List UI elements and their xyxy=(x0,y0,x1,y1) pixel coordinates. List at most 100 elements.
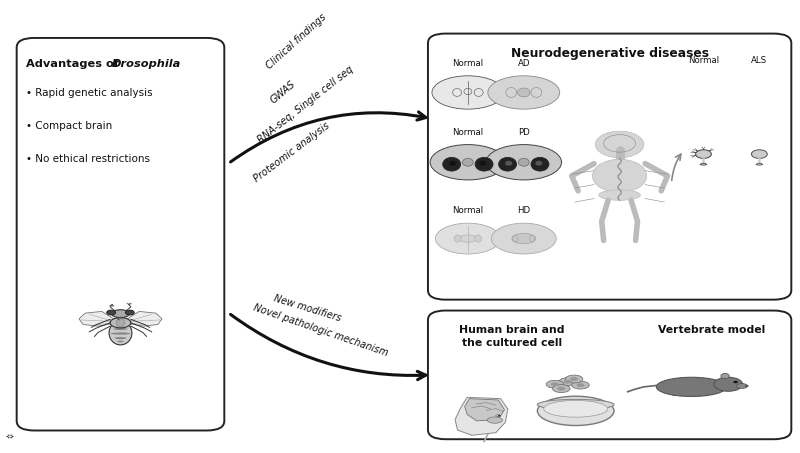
Ellipse shape xyxy=(577,383,585,387)
Ellipse shape xyxy=(498,157,517,171)
Text: Vertebrate model: Vertebrate model xyxy=(658,324,765,334)
Ellipse shape xyxy=(116,319,125,327)
Ellipse shape xyxy=(110,333,130,335)
Circle shape xyxy=(498,415,501,416)
Text: Neurodegenerative diseases: Neurodegenerative diseases xyxy=(510,47,709,60)
Circle shape xyxy=(595,131,644,158)
Ellipse shape xyxy=(513,235,518,242)
Text: Clinical findings: Clinical findings xyxy=(264,12,328,71)
Ellipse shape xyxy=(538,400,614,410)
Ellipse shape xyxy=(491,223,556,254)
Circle shape xyxy=(745,385,749,387)
Circle shape xyxy=(734,381,738,383)
Ellipse shape xyxy=(530,235,535,242)
Ellipse shape xyxy=(736,384,747,389)
Text: RNA-seq, Single cell seq: RNA-seq, Single cell seq xyxy=(256,64,356,145)
Ellipse shape xyxy=(505,161,512,166)
Ellipse shape xyxy=(114,337,126,339)
Text: Proteomic analysis: Proteomic analysis xyxy=(252,120,332,184)
Polygon shape xyxy=(79,311,116,326)
Ellipse shape xyxy=(487,417,502,423)
Text: Novel pathologic mechanism: Novel pathologic mechanism xyxy=(252,303,390,358)
Circle shape xyxy=(6,436,9,437)
Text: PD: PD xyxy=(518,128,530,137)
Ellipse shape xyxy=(486,145,562,180)
Ellipse shape xyxy=(518,88,530,97)
Polygon shape xyxy=(125,311,162,326)
Polygon shape xyxy=(465,399,505,421)
Ellipse shape xyxy=(462,159,474,166)
Ellipse shape xyxy=(114,328,127,330)
Text: Normal: Normal xyxy=(688,56,719,65)
Ellipse shape xyxy=(474,235,482,242)
Text: Human brain and
the cultured cell: Human brain and the cultured cell xyxy=(459,324,565,348)
Ellipse shape xyxy=(454,235,461,242)
Ellipse shape xyxy=(112,310,130,318)
Text: Normal: Normal xyxy=(452,206,483,215)
Ellipse shape xyxy=(435,223,500,254)
Ellipse shape xyxy=(714,377,742,391)
Text: ALS: ALS xyxy=(751,56,767,65)
Ellipse shape xyxy=(117,341,124,342)
Text: • Rapid genetic analysis: • Rapid genetic analysis xyxy=(26,88,153,98)
Text: Normal: Normal xyxy=(452,59,483,68)
Circle shape xyxy=(10,437,12,438)
Ellipse shape xyxy=(488,76,560,109)
Circle shape xyxy=(10,434,12,436)
Circle shape xyxy=(695,150,711,159)
Ellipse shape xyxy=(512,233,536,244)
Ellipse shape xyxy=(558,387,566,390)
Ellipse shape xyxy=(538,396,614,425)
Ellipse shape xyxy=(593,159,646,193)
Ellipse shape xyxy=(599,190,640,200)
Ellipse shape xyxy=(544,400,608,417)
Ellipse shape xyxy=(758,159,761,161)
Ellipse shape xyxy=(531,157,549,171)
Text: New modifiers: New modifiers xyxy=(272,294,342,323)
Ellipse shape xyxy=(700,164,706,165)
Ellipse shape xyxy=(564,380,572,384)
Ellipse shape xyxy=(572,381,590,389)
Text: Normal: Normal xyxy=(452,128,483,137)
Circle shape xyxy=(751,150,767,159)
Ellipse shape xyxy=(702,159,706,161)
Ellipse shape xyxy=(109,321,132,345)
Ellipse shape xyxy=(126,310,134,315)
Circle shape xyxy=(11,436,14,437)
Ellipse shape xyxy=(702,158,706,159)
Ellipse shape xyxy=(566,375,583,383)
Ellipse shape xyxy=(551,382,559,386)
FancyBboxPatch shape xyxy=(17,38,224,430)
Ellipse shape xyxy=(722,374,727,378)
FancyBboxPatch shape xyxy=(428,311,791,439)
Text: HD: HD xyxy=(518,206,530,215)
Ellipse shape xyxy=(758,160,761,162)
FancyBboxPatch shape xyxy=(428,34,791,299)
Ellipse shape xyxy=(546,381,564,388)
Ellipse shape xyxy=(449,161,456,166)
Text: AD: AD xyxy=(518,59,530,68)
Circle shape xyxy=(8,437,10,438)
Ellipse shape xyxy=(553,385,570,393)
Text: GWAS: GWAS xyxy=(268,79,298,106)
Ellipse shape xyxy=(106,310,115,315)
Ellipse shape xyxy=(479,161,486,166)
Ellipse shape xyxy=(464,88,472,95)
Ellipse shape xyxy=(758,161,761,163)
Text: Advantages of: Advantages of xyxy=(26,59,123,69)
Ellipse shape xyxy=(459,235,477,242)
Ellipse shape xyxy=(656,377,726,396)
Ellipse shape xyxy=(110,318,131,328)
Text: • Compact brain: • Compact brain xyxy=(26,121,113,131)
Polygon shape xyxy=(455,397,508,435)
Ellipse shape xyxy=(756,164,762,165)
Ellipse shape xyxy=(442,157,461,171)
Ellipse shape xyxy=(559,378,577,386)
Ellipse shape xyxy=(475,157,493,171)
Ellipse shape xyxy=(430,145,506,180)
Ellipse shape xyxy=(758,158,761,159)
Ellipse shape xyxy=(570,377,578,381)
Circle shape xyxy=(8,434,10,436)
Ellipse shape xyxy=(432,76,504,109)
Text: Drosophila: Drosophila xyxy=(112,59,181,69)
